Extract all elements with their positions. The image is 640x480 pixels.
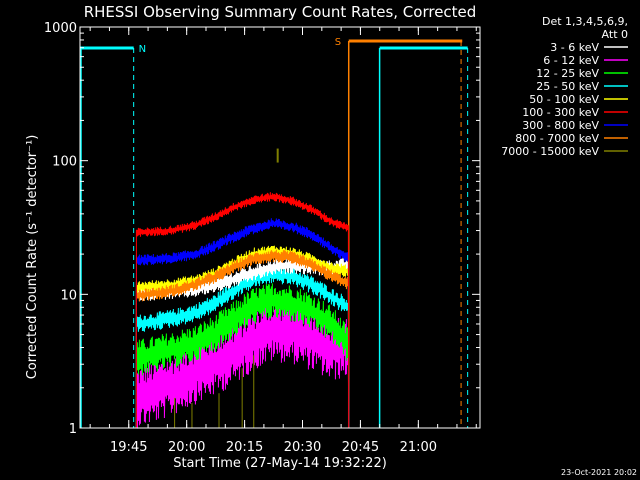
series-line xyxy=(135,218,350,429)
legend-label: 25 - 50 keV xyxy=(536,80,599,93)
x-tick-label: 20:15 xyxy=(226,440,263,455)
x-axis-label: Start Time (27-May-14 19:32:22) xyxy=(173,456,387,471)
x-tick-label: 19:45 xyxy=(110,440,147,455)
y-tick-label: 10 xyxy=(60,288,77,303)
plot-area: NS xyxy=(80,37,469,428)
y-tick-label: 100 xyxy=(52,155,77,170)
plot-frame xyxy=(79,26,481,429)
legend-label: 6 - 12 keV xyxy=(543,54,599,67)
series-line xyxy=(135,283,350,429)
series-line xyxy=(135,249,350,429)
legend-label: 300 - 800 keV xyxy=(522,119,599,132)
legend-label: 50 - 100 keV xyxy=(529,93,599,106)
x-tick-label: 20:45 xyxy=(342,440,379,455)
y-tick-label: 1000 xyxy=(44,21,77,36)
legend-label: 3 - 6 keV xyxy=(550,41,599,54)
series-line xyxy=(135,265,350,429)
series-line xyxy=(135,192,350,429)
series-12-25-kev xyxy=(135,283,350,429)
series-6-12-kev xyxy=(135,300,350,429)
series-7000-15000-kev xyxy=(174,148,279,428)
s-annotation: S xyxy=(335,37,341,48)
n-annotation: N xyxy=(139,44,146,55)
date-stamp: 23-Oct-2021 20:02 xyxy=(561,468,637,477)
series-25-50-kev xyxy=(135,265,350,429)
legend-header: Det 1,3,4,5,6,9, xyxy=(542,15,628,28)
series-800-7000-kev xyxy=(135,249,350,429)
chart-title: RHESSI Observing Summary Count Rates, Co… xyxy=(84,3,477,21)
legend-header: Att 0 xyxy=(602,28,628,41)
y-tick-label: 1 xyxy=(69,422,77,437)
legend-label: 12 - 25 keV xyxy=(536,67,599,80)
series-group xyxy=(135,148,350,429)
x-tick-label: 20:30 xyxy=(284,440,321,455)
series-line xyxy=(135,300,350,429)
x-tick-label: 20:00 xyxy=(168,440,205,455)
legend-label: 7000 - 15000 keV xyxy=(501,145,599,158)
series-300-800-kev xyxy=(135,218,350,429)
x-tick-label: 21:00 xyxy=(400,440,437,455)
y-axis-label: Corrected Count Rate (s⁻¹ detector⁻¹) xyxy=(25,135,40,380)
series-100-300-kev xyxy=(135,192,350,429)
legend-label: 100 - 300 keV xyxy=(522,106,599,119)
axes: 1 10 100 1000 19:45 20:00 20:15 20:30 20:45 21:00 xyxy=(44,21,481,455)
legend-label: 800 - 7000 keV xyxy=(515,132,599,145)
